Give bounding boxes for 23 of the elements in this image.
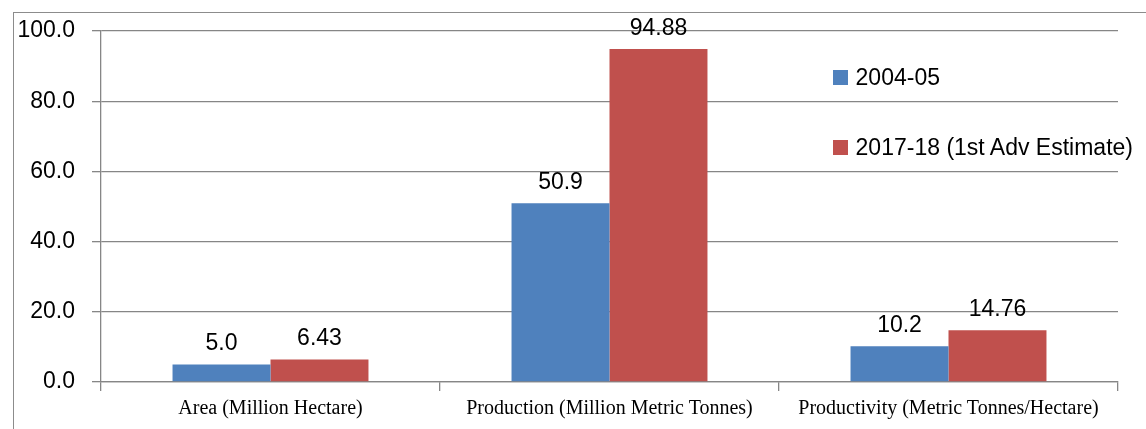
legend-label: 2004-05 — [855, 63, 940, 91]
data-label: 10.2 — [877, 311, 922, 338]
legend-label: 2017-18 (1st Adv Estimate) — [855, 133, 1133, 161]
y-tick-label: 60.0 — [30, 156, 75, 183]
y-tick-label: 20.0 — [30, 297, 75, 324]
y-tick-label: 0.0 — [43, 367, 75, 394]
bar — [172, 364, 271, 382]
bar — [948, 330, 1047, 382]
x-tick-label: Area (Million Hectare) — [178, 396, 363, 420]
bar — [270, 359, 369, 382]
y-tick-label: 40.0 — [30, 226, 75, 253]
x-tick-label: Productivity (Metric Tonnes/Hectare) — [798, 396, 1099, 420]
y-tick-label: 80.0 — [30, 86, 75, 113]
data-label: 94.88 — [629, 13, 688, 40]
x-tick-label: Production (Million Metric Tonnes) — [466, 396, 753, 420]
bar — [609, 48, 708, 382]
data-label: 50.9 — [538, 168, 583, 195]
data-label: 6.43 — [297, 324, 342, 351]
bar — [850, 346, 949, 382]
data-label: 5.0 — [205, 329, 238, 356]
y-tick-label: 100.0 — [17, 16, 75, 43]
data-label: 14.76 — [968, 295, 1027, 322]
bar — [511, 203, 610, 382]
